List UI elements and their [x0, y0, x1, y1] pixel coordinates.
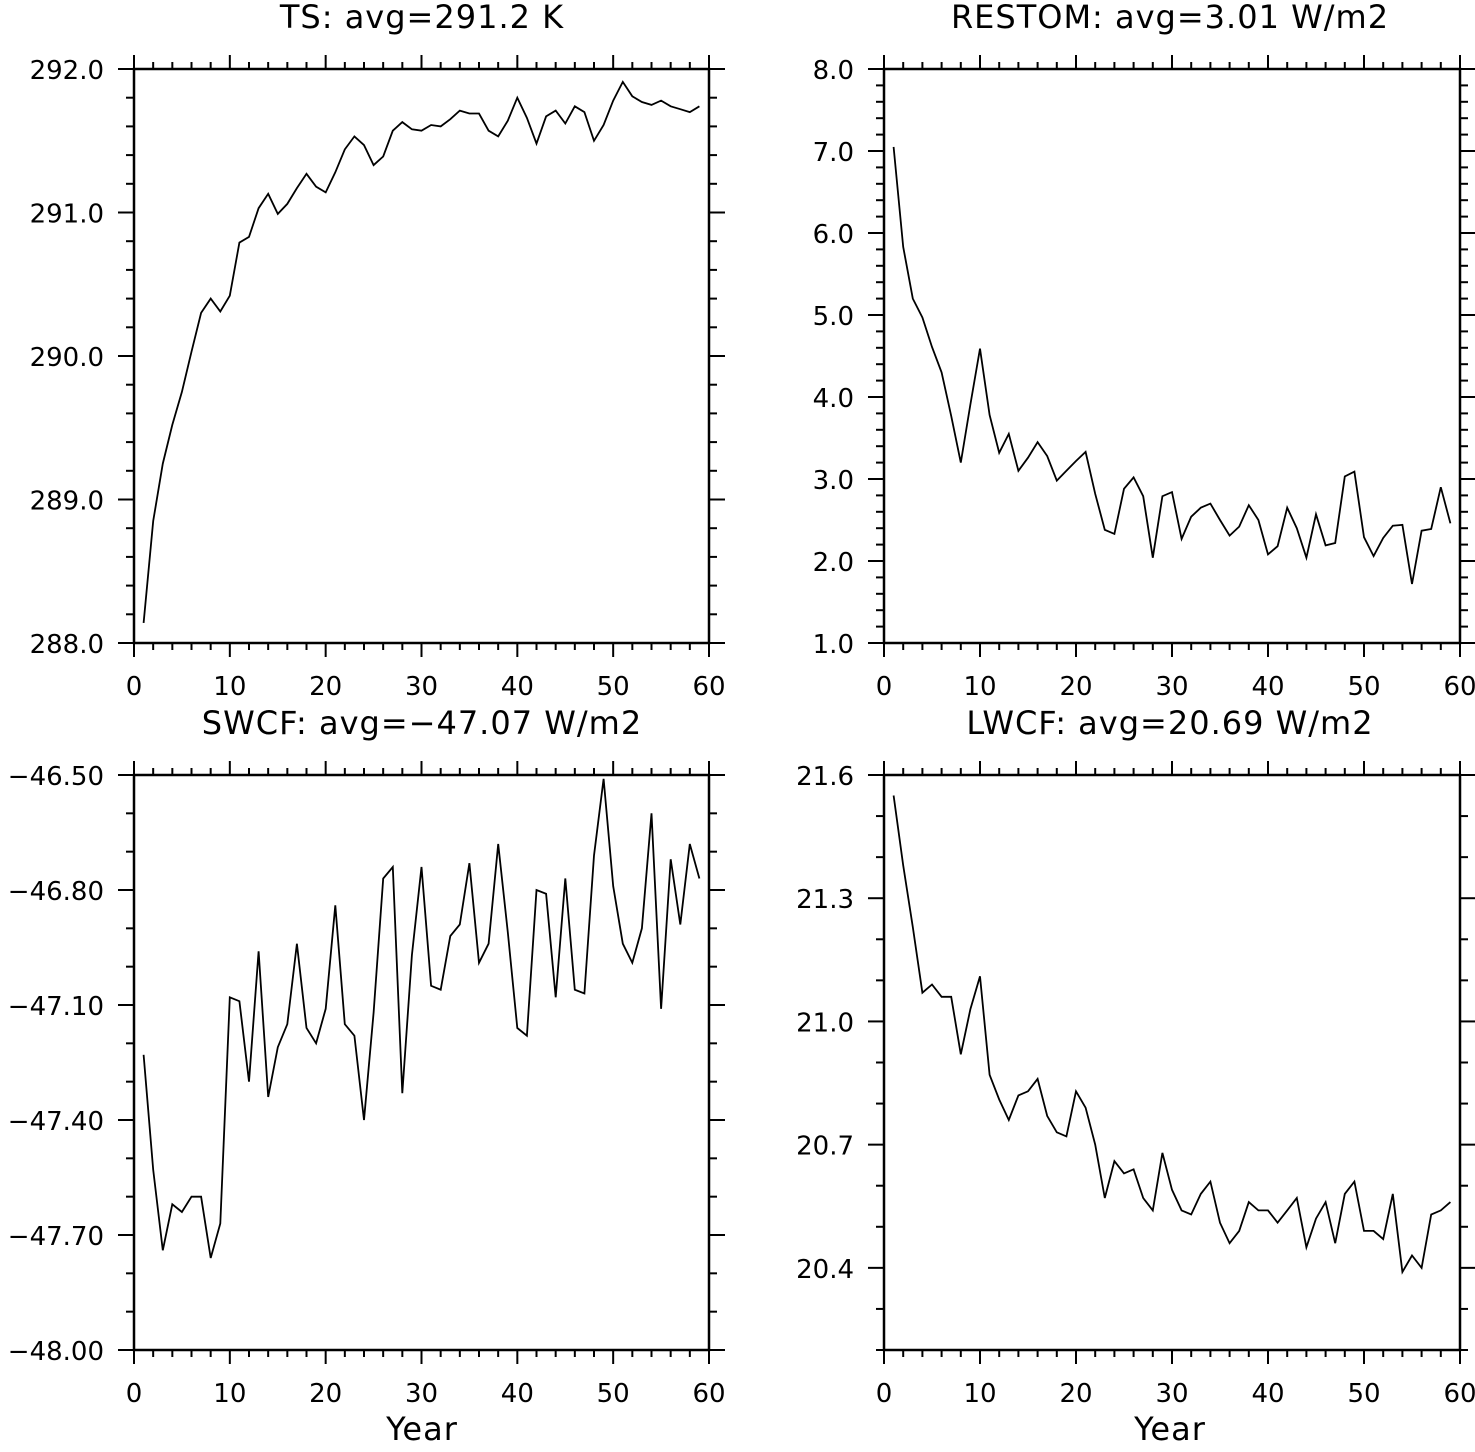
- y-tick-label: 5.0: [813, 302, 854, 332]
- x-tick-label: 0: [126, 1379, 143, 1409]
- y-tick-label: −47.40: [8, 1107, 104, 1137]
- panel-title: LWCF: avg=20.69 W/m2: [966, 704, 1373, 742]
- y-tick-label: 1.0: [813, 630, 854, 660]
- x-tick-label: 40: [1251, 672, 1284, 702]
- panel-ts: TS: avg=291.2 K 0 10 20 30 40 50 60 288.0 289.0 2…: [30, 0, 726, 702]
- x-tick-label: 20: [309, 672, 342, 702]
- y-tick-label: −47.10: [8, 992, 104, 1022]
- series-line: [142, 778, 701, 1259]
- x-tick-label: 40: [1251, 1379, 1284, 1409]
- panel-title: SWCF: avg=−47.07 W/m2: [202, 704, 642, 742]
- plot-frame: [882, 773, 1462, 1352]
- y-tick-label: −48.00: [8, 1337, 104, 1367]
- panel-title: RESTOM: avg=3.01 W/m2: [951, 0, 1389, 36]
- x-tick-label: 10: [963, 672, 996, 702]
- panel-lwcf: LWCF: avg=20.69 W/m2 Year 0 10 20 30 40 50 60 2…: [796, 704, 1475, 1448]
- panel-restom: RESTOM: avg=3.01 W/m2 0 10 20 30 40 50 60 1.0 2.…: [813, 0, 1475, 702]
- series-line: [142, 80, 700, 623]
- x-tick-label: 50: [597, 672, 630, 702]
- x-tick-label: 60: [1443, 672, 1475, 702]
- y-tick-label: 290.0: [30, 343, 104, 373]
- x-tick-label: 30: [405, 1379, 438, 1409]
- plot-frame: [132, 773, 711, 1352]
- x-tick-label: 60: [692, 1379, 725, 1409]
- x-tick-label: 0: [876, 672, 893, 702]
- plot-frame: [132, 67, 711, 645]
- x-tick-label: 60: [692, 672, 725, 702]
- y-tick-label: 2.0: [813, 548, 854, 578]
- y-tick-label: 4.0: [813, 384, 854, 414]
- y-tick-label: −47.70: [8, 1222, 104, 1252]
- x-tick-label: 50: [1347, 672, 1380, 702]
- y-tick-label: 21.6: [796, 762, 854, 792]
- y-tick-label: 7.0: [813, 138, 854, 168]
- y-tick-label: 292.0: [30, 56, 104, 86]
- y-tick-label: 6.0: [813, 220, 854, 250]
- y-tick-label: 20.7: [796, 1132, 854, 1162]
- x-tick-label: 10: [963, 1379, 996, 1409]
- x-tick-label: 40: [501, 1379, 534, 1409]
- y-tick-label: 21.0: [796, 1008, 854, 1038]
- x-tick-label: 50: [1347, 1379, 1380, 1409]
- x-tick-label: 30: [405, 672, 438, 702]
- x-tick-label: 40: [501, 672, 534, 702]
- y-tick-label: 8.0: [813, 56, 854, 86]
- panel-swcf: SWCF: avg=−47.07 W/m2 Year 0 10 20 30 40 50 60…: [8, 704, 726, 1448]
- y-tick-label: 291.0: [30, 200, 104, 230]
- x-axis-label: Year: [385, 1410, 458, 1448]
- x-axis-label: Year: [1133, 1410, 1206, 1448]
- y-tick-label: 20.4: [796, 1255, 854, 1285]
- x-tick-label: 60: [1443, 1379, 1475, 1409]
- x-tick-label: 20: [1059, 672, 1092, 702]
- x-tick-label: 30: [1155, 1379, 1188, 1409]
- y-tick-label: −46.50: [8, 762, 104, 792]
- y-tick-label: −46.80: [8, 877, 104, 907]
- series-line: [892, 795, 1451, 1275]
- series-line: [892, 146, 1452, 585]
- x-tick-label: 10: [213, 672, 246, 702]
- x-tick-label: 20: [309, 1379, 342, 1409]
- x-tick-label: 50: [597, 1379, 630, 1409]
- x-tick-label: 10: [213, 1379, 246, 1409]
- y-tick-label: 289.0: [30, 487, 104, 517]
- x-tick-label: 0: [126, 672, 143, 702]
- y-tick-label: 21.3: [796, 885, 854, 915]
- x-tick-label: 0: [876, 1379, 893, 1409]
- x-tick-label: 30: [1155, 672, 1188, 702]
- x-tick-label: 20: [1059, 1379, 1092, 1409]
- y-tick-label: 288.0: [30, 630, 104, 660]
- y-tick-label: 3.0: [813, 466, 854, 496]
- panel-title: TS: avg=291.2 K: [279, 0, 564, 36]
